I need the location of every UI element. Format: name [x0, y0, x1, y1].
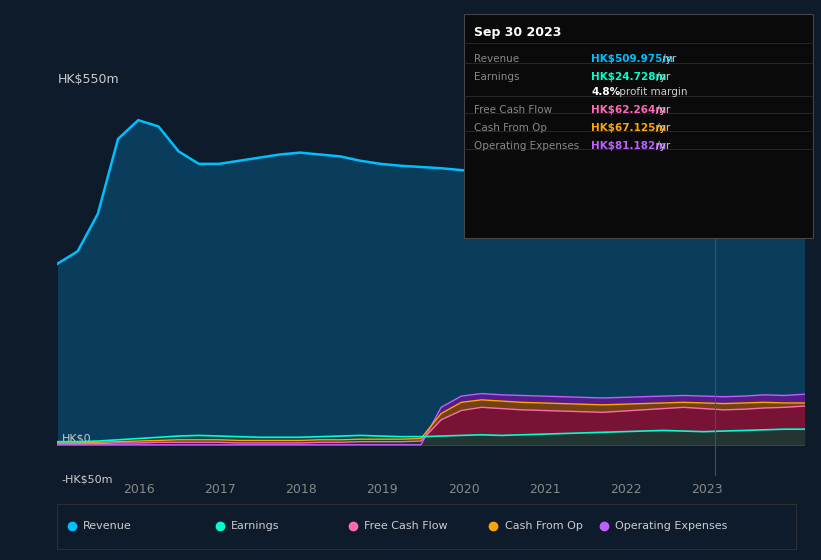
Text: 2017: 2017 — [204, 483, 236, 497]
Text: -HK$50m: -HK$50m — [62, 475, 113, 485]
Text: HK$67.125m: HK$67.125m — [591, 123, 667, 133]
Text: 2021: 2021 — [529, 483, 561, 497]
Text: Operating Expenses: Operating Expenses — [474, 141, 579, 151]
Text: 2016: 2016 — [123, 483, 154, 497]
Text: Revenue: Revenue — [84, 521, 132, 531]
Text: 2018: 2018 — [285, 483, 317, 497]
Text: HK$24.728m: HK$24.728m — [591, 72, 667, 82]
Text: Earnings: Earnings — [232, 521, 280, 531]
Text: /yr: /yr — [653, 123, 670, 133]
Text: 2023: 2023 — [691, 483, 723, 497]
Text: Operating Expenses: Operating Expenses — [616, 521, 727, 531]
Text: Free Cash Flow: Free Cash Flow — [365, 521, 447, 531]
Text: HK$62.264m: HK$62.264m — [591, 105, 667, 115]
Text: 2022: 2022 — [610, 483, 642, 497]
Text: Cash From Op: Cash From Op — [474, 123, 547, 133]
Text: /yr: /yr — [653, 72, 670, 82]
Text: /yr: /yr — [653, 105, 670, 115]
Text: /yr: /yr — [653, 141, 670, 151]
Text: HK$509.975m: HK$509.975m — [591, 54, 673, 64]
Text: HK$0: HK$0 — [62, 433, 91, 444]
Text: /yr: /yr — [659, 54, 677, 64]
Text: Earnings: Earnings — [474, 72, 519, 82]
Text: profit margin: profit margin — [616, 87, 687, 97]
Text: Cash From Op: Cash From Op — [504, 521, 582, 531]
Text: HK$81.182m: HK$81.182m — [591, 141, 667, 151]
Text: Sep 30 2023: Sep 30 2023 — [474, 26, 561, 39]
Text: Revenue: Revenue — [474, 54, 519, 64]
Text: 4.8%: 4.8% — [591, 87, 620, 97]
Text: HK$550m: HK$550m — [57, 73, 119, 86]
Text: Free Cash Flow: Free Cash Flow — [474, 105, 552, 115]
Text: 2019: 2019 — [366, 483, 398, 497]
Text: 2020: 2020 — [447, 483, 479, 497]
